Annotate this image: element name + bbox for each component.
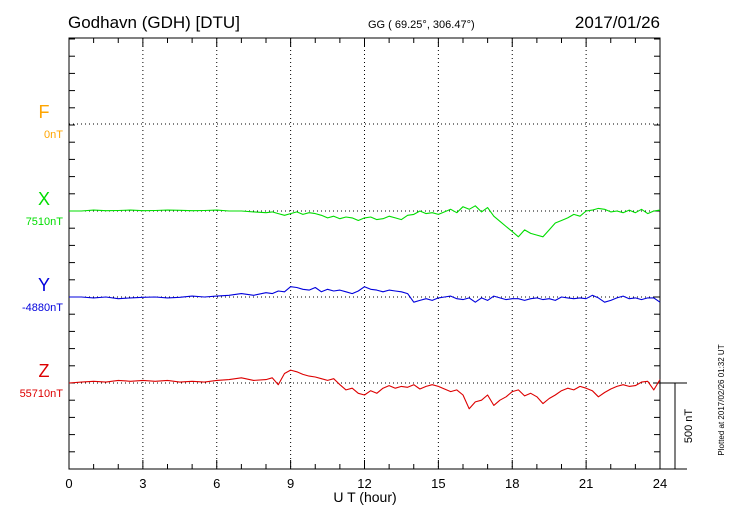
series-name-y: Y	[38, 275, 50, 295]
plotted-timestamp: Plotted at 2017/02/26 01:32 UT	[717, 344, 726, 455]
station-title: Godhavn (GDH) [DTU]	[68, 13, 240, 32]
x-tick-label: 15	[431, 476, 445, 491]
scale-bar-label: 500 nT	[683, 409, 695, 444]
x-tick-label: 3	[139, 476, 146, 491]
series-lines	[68, 205, 661, 410]
series-baseline-y: -4880nT	[22, 302, 63, 314]
x-tick-labels: 0 3 6 9 12 15 18 21 24	[65, 476, 667, 491]
series-name-x: X	[38, 189, 50, 209]
series-line-z	[68, 369, 661, 410]
series-line-x	[69, 205, 661, 238]
x-tick-label: 0	[65, 476, 72, 491]
x-tick-label: 18	[505, 476, 519, 491]
x-tick-label: 21	[579, 476, 593, 491]
series-line-y	[69, 286, 661, 303]
series-labels: F 0nT X 7510nT Y -4880nT Z 55710nT	[20, 102, 64, 400]
plot-date: 2017/01/26	[575, 13, 660, 32]
x-tick-label: 6	[213, 476, 220, 491]
series-baseline-x: 7510nT	[26, 216, 64, 228]
series-baseline-f: 0nT	[44, 129, 63, 141]
vertical-gridlines	[142, 38, 587, 469]
x-tick-label: 12	[357, 476, 371, 491]
x-tick-label: 9	[287, 476, 294, 491]
x-axis-label: U T (hour)	[333, 489, 396, 505]
x-tick-label: 24	[653, 476, 667, 491]
scale-bar: 500 nT	[660, 382, 695, 470]
series-name-z: Z	[39, 361, 50, 381]
series-baseline-z: 55710nT	[20, 388, 64, 400]
station-coords: GG ( 69.25°, 306.47°)	[368, 19, 475, 31]
series-name-f: F	[39, 102, 50, 122]
